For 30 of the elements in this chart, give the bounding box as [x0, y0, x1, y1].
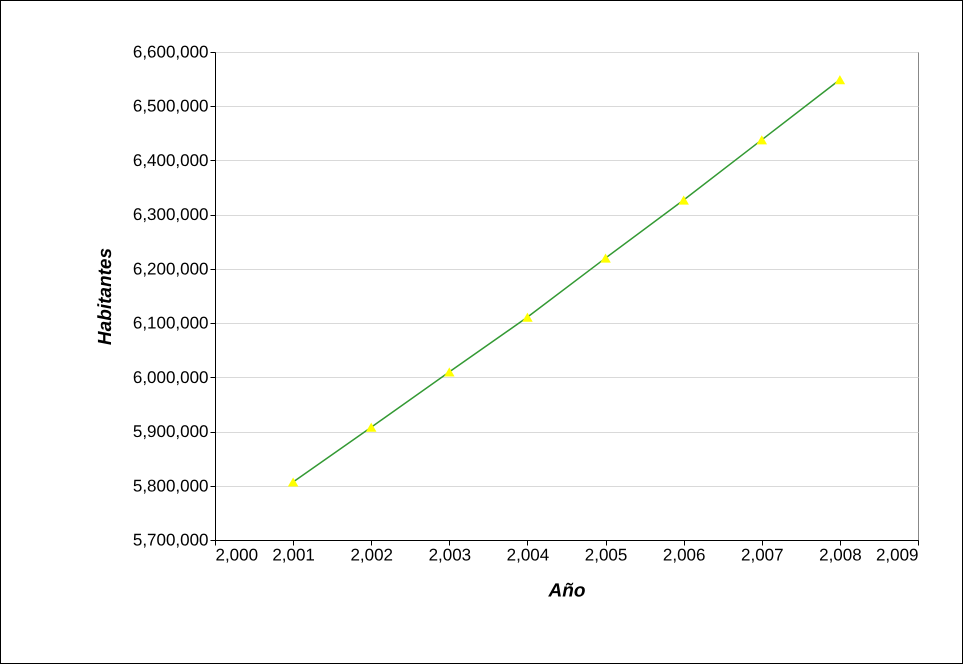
y-tick-label: 6,500,000 — [132, 96, 208, 116]
point — [288, 477, 298, 487]
y-tick-label: 5,900,000 — [132, 422, 208, 442]
x-tick-label: 2,005 — [584, 546, 628, 564]
point — [366, 422, 376, 432]
x-tick-label: 2,004 — [506, 546, 550, 564]
point — [756, 135, 768, 144]
y-axis-title: Habitantes — [94, 248, 116, 346]
point — [600, 254, 611, 263]
x-tick-label: 2,002 — [350, 546, 393, 564]
x-tick-label: 2,006 — [662, 546, 706, 564]
y-tick-label: 6,400,000 — [132, 150, 208, 170]
y-tick-label: 6,300,000 — [132, 205, 208, 224]
point — [522, 312, 533, 322]
y-tick-label: 6,000,000 — [132, 368, 208, 387]
point — [678, 195, 689, 205]
x-tick-label: 2,008 — [819, 546, 862, 564]
y-tick-label: 6,200,000 — [132, 259, 208, 278]
point — [444, 367, 455, 376]
y-tick-label: 5,800,000 — [132, 476, 208, 496]
x-tick-label: 2,007 — [741, 546, 784, 564]
x-axis-title: Año — [548, 580, 586, 602]
x-tick-label: 2,009 — [876, 546, 918, 564]
y-tick-label: 6,600,000 — [132, 42, 208, 62]
y-tick-label: 6,100,000 — [132, 314, 208, 333]
y-tick-label: 5,700,000 — [132, 530, 208, 550]
x-tick-label: 2,001 — [272, 546, 315, 564]
x-tick-label: 2,000 — [216, 546, 258, 564]
x-tick-label: 2,003 — [428, 546, 472, 564]
point — [834, 75, 846, 84]
